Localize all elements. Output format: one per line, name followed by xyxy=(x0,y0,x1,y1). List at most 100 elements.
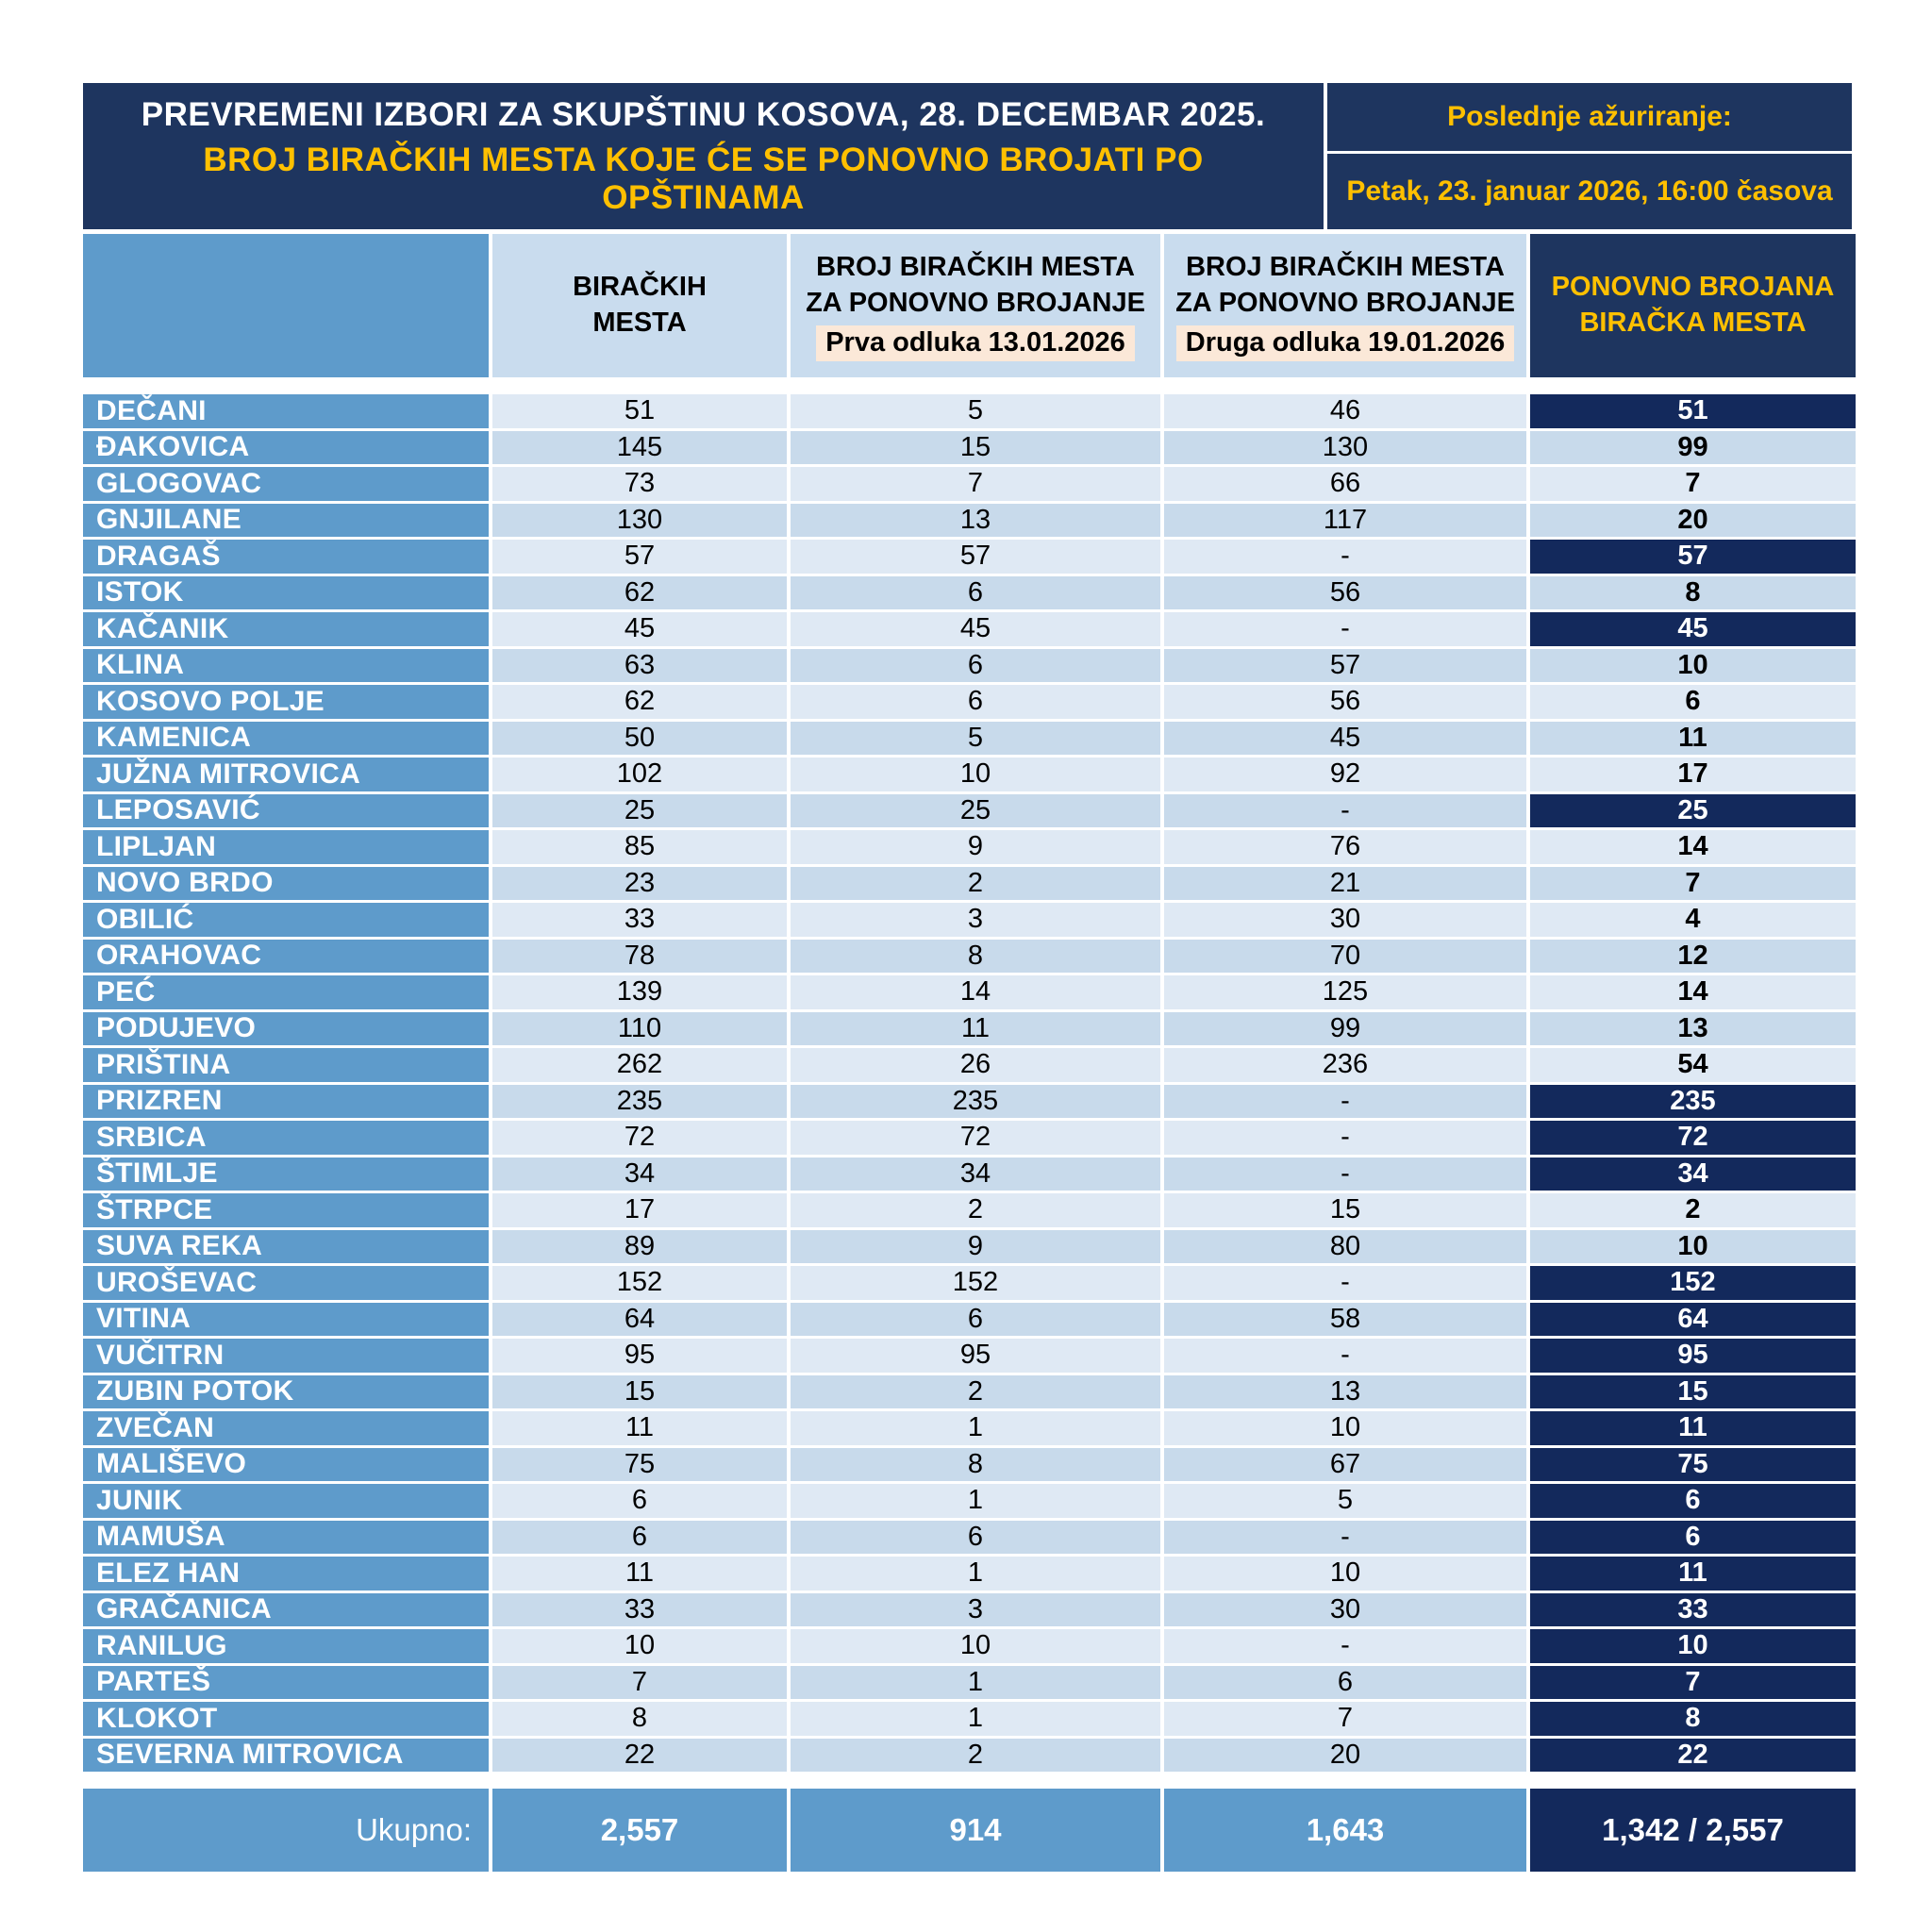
first-decision-value: 8 xyxy=(791,939,1160,973)
second-decision-value: 92 xyxy=(1164,758,1526,791)
second-decision-badge: Druga odluka 19.01.2026 xyxy=(1175,325,1515,362)
recounted-value: 152 xyxy=(1530,1266,1856,1300)
last-update-cell: Poslednje ažuriranje: Petak, 23. januar … xyxy=(1327,83,1852,229)
municipality-name: MAMUŠA xyxy=(83,1520,489,1554)
recounted-value: 4 xyxy=(1530,903,1856,937)
first-decision-badge: Prva odluka 13.01.2026 xyxy=(816,325,1135,362)
total-places-value: 22 xyxy=(492,1738,787,1772)
first-decision-value: 2 xyxy=(791,1738,1160,1772)
totals-first-decision: 914 xyxy=(791,1789,1160,1872)
municipality-name: SEVERNA MITROVICA xyxy=(83,1738,489,1772)
second-decision-value: - xyxy=(1164,1629,1526,1663)
total-places-value: 72 xyxy=(492,1121,787,1155)
column-header-line: ZA PONOVNO BROJANJE xyxy=(806,287,1145,318)
municipality-name: KAČANIK xyxy=(83,612,489,646)
second-decision-value: 80 xyxy=(1164,1229,1526,1263)
second-decision-value: 10 xyxy=(1164,1411,1526,1445)
total-places-value: 33 xyxy=(492,1592,787,1626)
total-places-value: 23 xyxy=(492,866,787,900)
first-decision-value: 9 xyxy=(791,830,1160,864)
municipality-name: ĐAKOVICA xyxy=(83,430,489,464)
second-decision-value: - xyxy=(1164,1520,1526,1554)
municipality-name: JUŽNA MITROVICA xyxy=(83,758,489,791)
municipality-name: KLOKOT xyxy=(83,1702,489,1736)
total-places-value: 11 xyxy=(492,1557,787,1591)
recounted-value: 34 xyxy=(1530,1157,1856,1191)
first-decision-value: 1 xyxy=(791,1411,1160,1445)
first-decision-value: 1 xyxy=(791,1557,1160,1591)
total-places-value: 130 xyxy=(492,503,787,537)
first-decision-value: 152 xyxy=(791,1266,1160,1300)
total-places-value: 73 xyxy=(492,467,787,501)
total-places-value: 95 xyxy=(492,1339,787,1373)
municipality-name: PRIZREN xyxy=(83,1084,489,1118)
total-places-value: 62 xyxy=(492,575,787,609)
recounted-value: 11 xyxy=(1530,721,1856,755)
recounted-value: 17 xyxy=(1530,758,1856,791)
municipality-name: JUNIK xyxy=(83,1484,489,1518)
first-decision-value: 15 xyxy=(791,430,1160,464)
second-decision-value: 56 xyxy=(1164,575,1526,609)
total-places-value: 62 xyxy=(492,685,787,719)
second-decision-value: 15 xyxy=(1164,1193,1526,1227)
column-header-line: BIRAČKA MESTA xyxy=(1579,308,1807,338)
municipality-name: KLINA xyxy=(83,648,489,682)
total-places-value: 139 xyxy=(492,975,787,1009)
last-update-label: Poslednje ažuriranje: xyxy=(1327,83,1852,151)
second-decision-value: 13 xyxy=(1164,1374,1526,1408)
total-places-value: 85 xyxy=(492,830,787,864)
municipality-name: PEĆ xyxy=(83,975,489,1009)
recounted-value: 20 xyxy=(1530,503,1856,537)
recounted-value: 10 xyxy=(1530,1629,1856,1663)
second-decision-value: 21 xyxy=(1164,866,1526,900)
municipality-name: GLOGOVAC xyxy=(83,467,489,501)
first-decision-value: 6 xyxy=(791,1520,1160,1554)
recounted-value: 11 xyxy=(1530,1411,1856,1445)
second-decision-value: 5 xyxy=(1164,1484,1526,1518)
municipality-name: NOVO BRDO xyxy=(83,866,489,900)
total-places-value: 262 xyxy=(492,1048,787,1082)
total-places-value: 33 xyxy=(492,903,787,937)
recounted-value: 6 xyxy=(1530,1484,1856,1518)
first-decision-value: 72 xyxy=(791,1121,1160,1155)
first-decision-value: 5 xyxy=(791,394,1160,428)
municipality-name: VUČITRN xyxy=(83,1339,489,1373)
totals-row: Ukupno: 2,557 914 1,643 1,342 / 2,557 xyxy=(83,1789,1856,1872)
recounted-value: 10 xyxy=(1530,648,1856,682)
total-places-value: 51 xyxy=(492,394,787,428)
second-decision-value: 99 xyxy=(1164,1011,1526,1045)
first-decision-value: 1 xyxy=(791,1665,1160,1699)
recounted-value: 8 xyxy=(1530,575,1856,609)
municipality-name: SRBICA xyxy=(83,1121,489,1155)
recounted-value: 95 xyxy=(1530,1339,1856,1373)
second-decision-value: - xyxy=(1164,1157,1526,1191)
recounted-value: 25 xyxy=(1530,793,1856,827)
recount-report-table: PREVREMENI IZBORI ZA SKUPŠTINU KOSOVA, 2… xyxy=(83,83,1856,1872)
recounted-value: 235 xyxy=(1530,1084,1856,1118)
second-decision-value: - xyxy=(1164,1084,1526,1118)
recounted-value: 13 xyxy=(1530,1011,1856,1045)
totals-total-places: 2,557 xyxy=(492,1789,787,1872)
recounted-value: 6 xyxy=(1530,685,1856,719)
recounted-value: 10 xyxy=(1530,1229,1856,1263)
total-places-value: 78 xyxy=(492,939,787,973)
recounted-value: 51 xyxy=(1530,394,1856,428)
recounted-value: 22 xyxy=(1530,1738,1856,1772)
municipality-name: KOSOVO POLJE xyxy=(83,685,489,719)
second-decision-value: 6 xyxy=(1164,1665,1526,1699)
first-decision-value: 11 xyxy=(791,1011,1160,1045)
total-places-value: 15 xyxy=(492,1374,787,1408)
first-decision-value: 6 xyxy=(791,1302,1160,1336)
total-places-value: 10 xyxy=(492,1629,787,1663)
total-places-value: 235 xyxy=(492,1084,787,1118)
second-decision-value: 66 xyxy=(1164,467,1526,501)
municipality-name: RANILUG xyxy=(83,1629,489,1663)
municipality-name: LIPLJAN xyxy=(83,830,489,864)
municipality-name: MALIŠEVO xyxy=(83,1447,489,1481)
municipality-name: OBILIĆ xyxy=(83,903,489,937)
recounted-value: 75 xyxy=(1530,1447,1856,1481)
first-decision-value: 9 xyxy=(791,1229,1160,1263)
total-places-value: 6 xyxy=(492,1484,787,1518)
total-places-value: 63 xyxy=(492,648,787,682)
